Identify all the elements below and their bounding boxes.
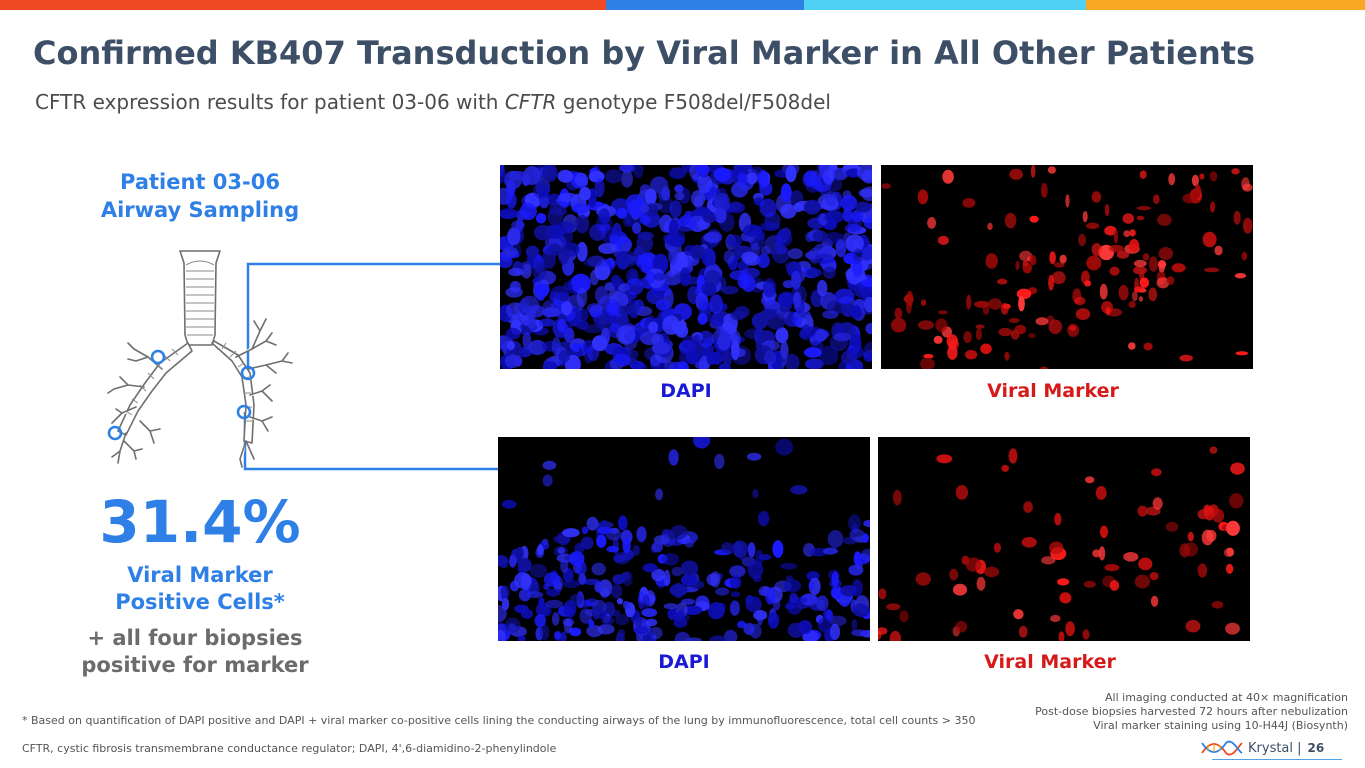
slide-subtitle: CFTR expression results for patient 03-0… <box>35 90 831 114</box>
viral-marker-positive-label: Viral Marker Positive Cells* <box>60 562 340 616</box>
brand-footer: Krystal | 26 <box>1200 737 1348 759</box>
patient-heading: Patient 03-06 Airway Sampling <box>60 168 340 224</box>
positive-label-line2: Positive Cells* <box>115 590 285 614</box>
imaging-notes: All imaging conducted at 40× magnificati… <box>1035 691 1348 733</box>
dapi-image-row2 <box>498 437 870 641</box>
top-bar-segment-blue <box>606 0 804 10</box>
biopsy-note: + all four biopsies positive for marker <box>55 625 335 679</box>
biopsy-note-line2: positive for marker <box>81 653 309 677</box>
brand-underline <box>1212 759 1342 760</box>
subtitle-prefix: CFTR expression results for patient 03-0… <box>35 90 505 114</box>
page-number: 26 <box>1307 741 1325 755</box>
imaging-note-1: All imaging conducted at 40× magnificati… <box>1105 691 1348 704</box>
dapi-label-row2: DAPI <box>658 651 710 673</box>
top-bar-segment-cyan <box>804 0 1086 10</box>
dna-helix-logo-icon <box>1201 740 1243 756</box>
top-bar-segment-orange <box>1086 0 1365 10</box>
positive-label-line1: Viral Marker <box>127 563 273 587</box>
slide-title: Confirmed KB407 Transduction by Viral Ma… <box>33 34 1256 72</box>
dapi-label-row1: DAPI <box>660 380 712 402</box>
subtitle-gene-italic: CFTR <box>504 90 557 114</box>
patient-sampling: Airway Sampling <box>100 198 300 222</box>
imaging-note-3: Viral marker staining using 10-H44J (Bio… <box>1093 719 1348 732</box>
brand-name: Krystal | <box>1248 740 1302 756</box>
viral-marker-image-row2 <box>878 437 1250 641</box>
viral-marker-percent: 31.4% <box>99 488 301 556</box>
top-color-bar <box>0 0 1365 10</box>
imaging-note-2: Post-dose biopsies harvested 72 hours af… <box>1035 705 1348 718</box>
subtitle-suffix: genotype F508del/F508del <box>556 90 831 114</box>
patient-id: Patient 03-06 <box>120 170 280 194</box>
dapi-image-row1 <box>500 165 872 369</box>
abbreviations-footnote: CFTR, cystic fibrosis transmembrane cond… <box>22 742 557 755</box>
viral-marker-image-row1 <box>881 165 1253 369</box>
biopsy-note-line1: + all four biopsies <box>87 626 303 650</box>
top-bar-segment-red <box>0 0 606 10</box>
viral-marker-label-row1: Viral Marker <box>987 380 1119 402</box>
lungs-airway-icon <box>107 250 293 468</box>
asterisk-footnote: * Based on quantification of DAPI positi… <box>22 714 976 727</box>
viral-marker-label-row2: Viral Marker <box>984 651 1116 673</box>
